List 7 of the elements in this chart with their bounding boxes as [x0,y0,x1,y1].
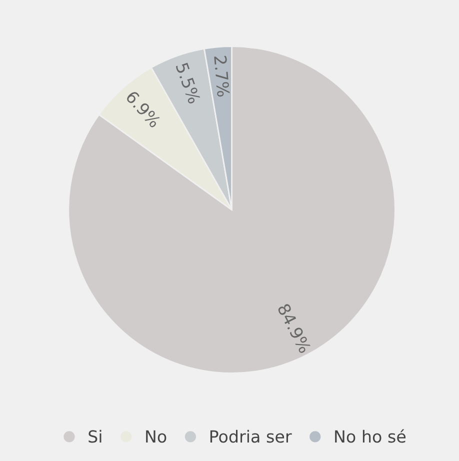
legend-label: Podria ser [210,430,292,443]
legend-label: Si [88,430,102,443]
pie-slice [68,46,396,374]
legend-label: No ho sé [335,429,406,443]
data-label: 2.7% [214,56,230,97]
data-label: 5.5% [176,62,201,104]
legend-label: No [146,430,166,443]
